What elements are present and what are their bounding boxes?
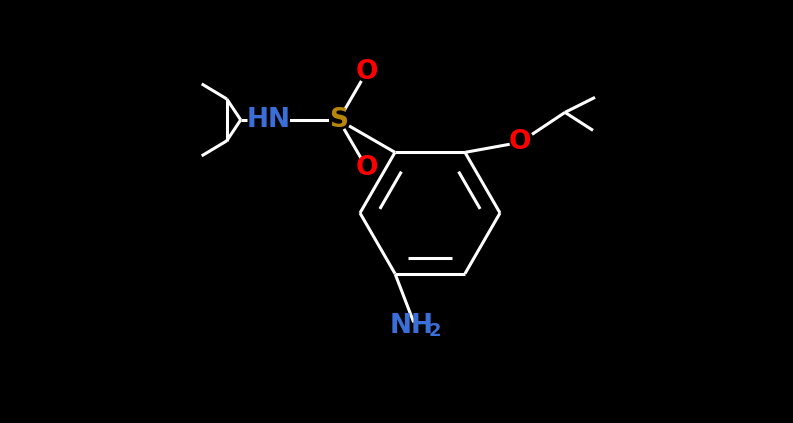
Text: HN: HN <box>247 107 291 133</box>
Text: O: O <box>355 59 378 85</box>
Text: S: S <box>329 107 348 133</box>
Text: NH: NH <box>390 313 434 339</box>
Text: 2: 2 <box>429 321 441 340</box>
Text: O: O <box>355 155 378 181</box>
Text: O: O <box>509 129 531 155</box>
